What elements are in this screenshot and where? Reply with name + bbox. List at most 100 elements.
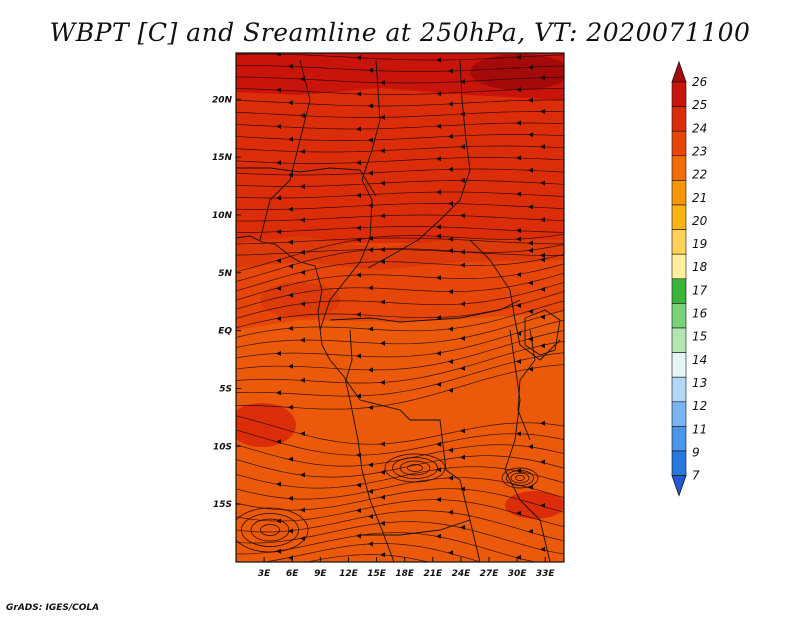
streamline-arrow [356, 393, 361, 399]
streamline-arrow [460, 335, 465, 341]
map-plot-area [236, 53, 564, 591]
streamline-arrow [356, 482, 361, 488]
streamline-arrow [540, 257, 545, 263]
streamline-arrow [276, 439, 281, 445]
streamline [236, 214, 564, 222]
streamline-arrow [356, 272, 361, 278]
colorbar-segment [671, 352, 687, 378]
streamline [236, 122, 564, 130]
colorbar-segment [671, 278, 687, 304]
streamline-arrow [276, 390, 281, 396]
streamline-arrow [448, 550, 453, 556]
streamline-arrow [276, 87, 281, 93]
streamline-arrow [448, 101, 453, 107]
streamline-arrow [528, 240, 533, 246]
streamline [236, 88, 564, 95]
streamline-arrow [540, 343, 545, 349]
streamline-arrow [356, 91, 361, 97]
streamline-arrow [540, 546, 545, 552]
streamline-arrow [288, 239, 293, 245]
streamline-arrow [460, 454, 465, 460]
streamline-arrow [368, 285, 373, 291]
streamline-arrow [436, 224, 441, 230]
streamline-eddy [506, 470, 534, 486]
streamline-arrow [460, 144, 465, 150]
streamline-arrow [300, 249, 305, 255]
colorbar-max-arrow [671, 60, 687, 83]
border-drc-south [345, 329, 481, 562]
streamline-arrow [516, 87, 521, 93]
streamline [236, 532, 537, 562]
streamline-arrow [460, 301, 465, 307]
streamline [236, 309, 564, 348]
streamline-arrow [540, 217, 545, 223]
streamline-arrow [540, 252, 545, 258]
streamline-arrow [528, 167, 533, 173]
temperature-max-north [470, 54, 564, 90]
colorbar-segment [671, 81, 687, 107]
streamline-arrow [528, 132, 533, 138]
streamline-arrow [380, 494, 385, 500]
colorbar-segment [671, 106, 687, 132]
streamline [236, 272, 564, 310]
streamline [236, 243, 564, 282]
streamline-arrow [448, 447, 453, 453]
streamline [236, 157, 564, 164]
lat-tick-label: 15N [212, 153, 233, 163]
colorbar-min-arrow [671, 475, 687, 497]
streamline [236, 53, 564, 61]
streamline-arrow [356, 533, 361, 539]
streamline-arrow [368, 326, 373, 332]
streamline-arrow [276, 316, 281, 322]
lon-tick-label: 3E [258, 569, 271, 579]
streamline-arrow [528, 64, 533, 70]
streamline-arrow [276, 160, 281, 166]
streamline [236, 477, 564, 500]
streamline-arrow [540, 586, 545, 591]
streamline [236, 521, 564, 555]
streamline-arrow [276, 574, 281, 579]
colorbar-segment [671, 426, 687, 452]
streamline [236, 352, 564, 397]
streamline-eddy [384, 453, 446, 483]
streamline-arrow [540, 109, 545, 115]
streamline-arrow [540, 314, 545, 320]
streamline [236, 455, 564, 478]
streamline-eddy [260, 524, 280, 536]
streamline [236, 415, 564, 445]
streamline-arrow [448, 133, 453, 139]
streamline-arrow [516, 120, 521, 126]
lat-tick-label: 10S [213, 442, 232, 452]
streamline [236, 203, 564, 210]
chart-title: WBPT [C] and Sreamline at 250hPa, VT: 20… [49, 18, 751, 47]
lon-tick-label: 6E [286, 569, 299, 579]
streamline-arrow [368, 541, 373, 547]
boundaries [236, 59, 561, 562]
colorbar-label: 22 [692, 168, 707, 182]
streamline-arrow [368, 235, 373, 241]
streamline-arrow [460, 79, 465, 85]
lon-tick-label: 9E [314, 569, 327, 579]
streamline-arrow [448, 475, 453, 481]
colorbar-label: 23 [692, 144, 707, 158]
colorbar-label: 21 [692, 191, 707, 205]
streamline-arrow [448, 326, 453, 332]
colorbar-label: 12 [692, 399, 707, 413]
streamline-arrow [300, 301, 305, 307]
lat-tick-label: 5S [219, 384, 232, 394]
streamline-arrow [436, 189, 441, 195]
colorbar-segment [671, 180, 687, 206]
streamline-arrow [516, 330, 521, 336]
streamline-eddy [515, 475, 525, 481]
lon-tick-label: 18E [395, 569, 415, 579]
colorbar-segment [671, 376, 687, 403]
streamline-arrow [448, 68, 453, 74]
streamline-arrow [516, 358, 521, 364]
colorbar-label: 17 [692, 283, 708, 297]
streamline-arrow [380, 469, 385, 475]
streamline-arrow [300, 377, 305, 383]
streamline-arrow [300, 507, 305, 513]
streamline-arrow [436, 91, 441, 97]
streamline-eddy [250, 518, 290, 542]
